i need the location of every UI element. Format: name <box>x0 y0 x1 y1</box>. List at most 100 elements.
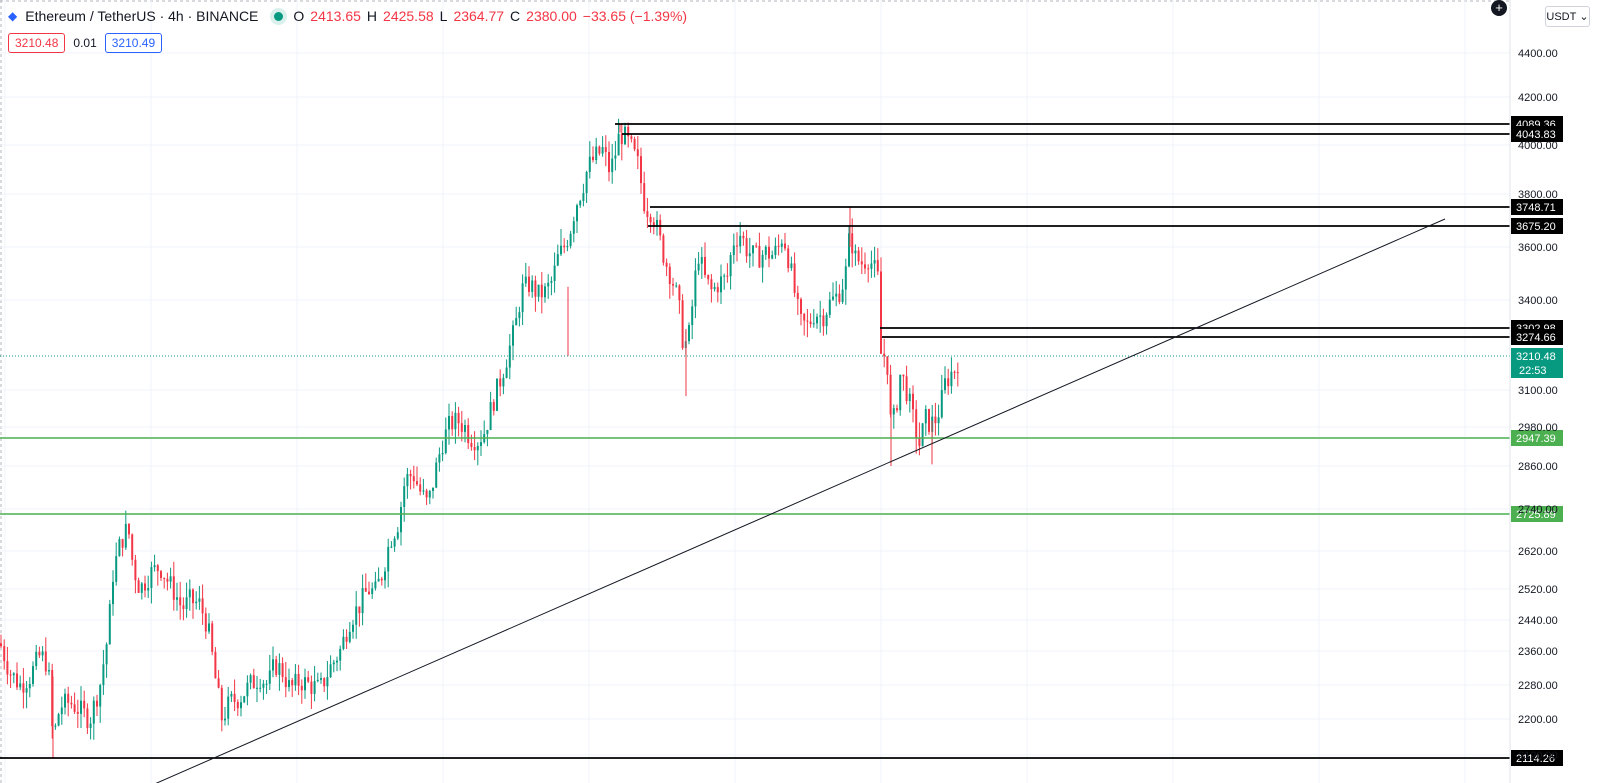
candle-body <box>304 677 306 691</box>
ohlc-low-label: L <box>439 8 448 24</box>
candle-body <box>316 679 319 682</box>
candle-body <box>761 254 764 268</box>
candle-body <box>473 447 476 451</box>
ohlc-change-value: −33.65 (−1.39%) <box>582 8 688 24</box>
support-price-tag <box>1511 506 1563 522</box>
candle-body <box>528 276 530 292</box>
trendline-layer <box>155 218 1446 783</box>
ohlc-low-value: 2364.77 <box>453 8 505 24</box>
candle-body <box>396 532 399 539</box>
candle-body <box>476 445 479 451</box>
candle-body <box>236 701 239 709</box>
candle-body <box>112 581 114 605</box>
currency-selector[interactable]: USDT ⌄ <box>1545 6 1590 27</box>
candle-body <box>102 664 105 686</box>
candle-body <box>348 631 351 642</box>
candle-body <box>0 643 2 647</box>
candle-body <box>512 325 514 346</box>
candle-body <box>662 235 665 263</box>
candle-body <box>777 245 780 247</box>
candle-body <box>905 376 908 402</box>
currency-label: USDT <box>1546 10 1577 23</box>
candle-body <box>294 673 297 686</box>
candle-body <box>41 651 44 656</box>
candle-body <box>86 708 89 728</box>
y-tick-label: 3100.00 <box>1518 385 1558 397</box>
candle-body <box>217 678 220 688</box>
candle-body <box>60 707 63 715</box>
candle-body <box>947 378 950 387</box>
current-price-label: 3210.48 <box>1516 351 1556 363</box>
candle-body <box>764 246 767 255</box>
candle-body <box>195 601 198 604</box>
candle-body <box>806 320 809 322</box>
candle-body <box>281 663 284 678</box>
candle-body <box>441 453 444 455</box>
support-price-label: 2947.39 <box>1516 433 1556 445</box>
candle-body <box>630 136 633 139</box>
candle-body <box>403 486 406 507</box>
candle-body <box>368 591 370 595</box>
candle-body <box>771 255 774 259</box>
candle-body <box>300 685 303 691</box>
candle-body <box>272 659 274 671</box>
y-tick-label: 2520.00 <box>1518 584 1558 596</box>
candle-body <box>121 539 124 548</box>
current-price-tag <box>1511 348 1563 378</box>
candle-body <box>364 588 367 592</box>
candle-body <box>387 546 390 572</box>
candle-body <box>240 702 242 709</box>
candle-body <box>716 287 719 293</box>
y-tick-label: 2200.00 <box>1518 714 1558 726</box>
candle-body <box>486 430 489 435</box>
candle-body <box>83 700 86 709</box>
candle-body <box>908 393 911 402</box>
candle-layer <box>0 118 959 759</box>
candle-body <box>70 702 73 705</box>
candle-body <box>432 487 434 491</box>
candle-body <box>809 321 812 325</box>
candle-body <box>451 415 454 430</box>
candle-body <box>352 624 354 632</box>
y-tick-label: 2860.00 <box>1518 461 1558 473</box>
candle-body <box>297 673 300 686</box>
candle-body <box>665 262 668 267</box>
symbol-title[interactable]: Ethereum / TetherUS · 4h · BINANCE <box>25 8 259 24</box>
candle-body <box>115 556 118 582</box>
candle-body <box>259 687 262 689</box>
candle-body <box>816 316 818 324</box>
candle-body <box>755 245 758 247</box>
sell-price-button[interactable]: 3210.48 <box>8 33 66 53</box>
candle-body <box>374 581 377 589</box>
candle-body <box>787 248 790 269</box>
candle-body <box>105 644 108 665</box>
candle-body <box>668 266 671 285</box>
horizontal-lines-layer: 2947.392725.894089.364043.833748.713675.… <box>0 116 1563 766</box>
candle-body <box>371 588 374 595</box>
candle-body <box>876 260 879 272</box>
candle-body <box>336 660 338 663</box>
candle-body <box>793 263 796 293</box>
candle-body <box>246 682 249 697</box>
candle-body <box>502 377 505 387</box>
candle-body <box>956 372 959 374</box>
add-plus-icon[interactable]: + <box>1491 0 1507 16</box>
spread-value: 0.01 <box>73 36 97 50</box>
candle-body <box>924 409 927 424</box>
candle-body <box>643 183 646 212</box>
y-tick-label: 3400.00 <box>1518 295 1558 307</box>
candle-body <box>886 356 889 375</box>
y-tick-label: 2280.00 <box>1518 680 1558 692</box>
candle-body <box>796 292 799 300</box>
candle-body <box>131 534 134 560</box>
candle-body <box>76 711 79 714</box>
candle-body <box>268 670 271 684</box>
buy-price-button[interactable]: 3210.49 <box>104 33 163 53</box>
candle-body <box>624 126 626 145</box>
resistance-price-label: 3675.20 <box>1516 221 1556 233</box>
candle-body <box>384 571 386 581</box>
resistance-price-tag <box>1511 750 1563 766</box>
candle-body <box>358 606 361 614</box>
candle-body <box>163 577 166 579</box>
